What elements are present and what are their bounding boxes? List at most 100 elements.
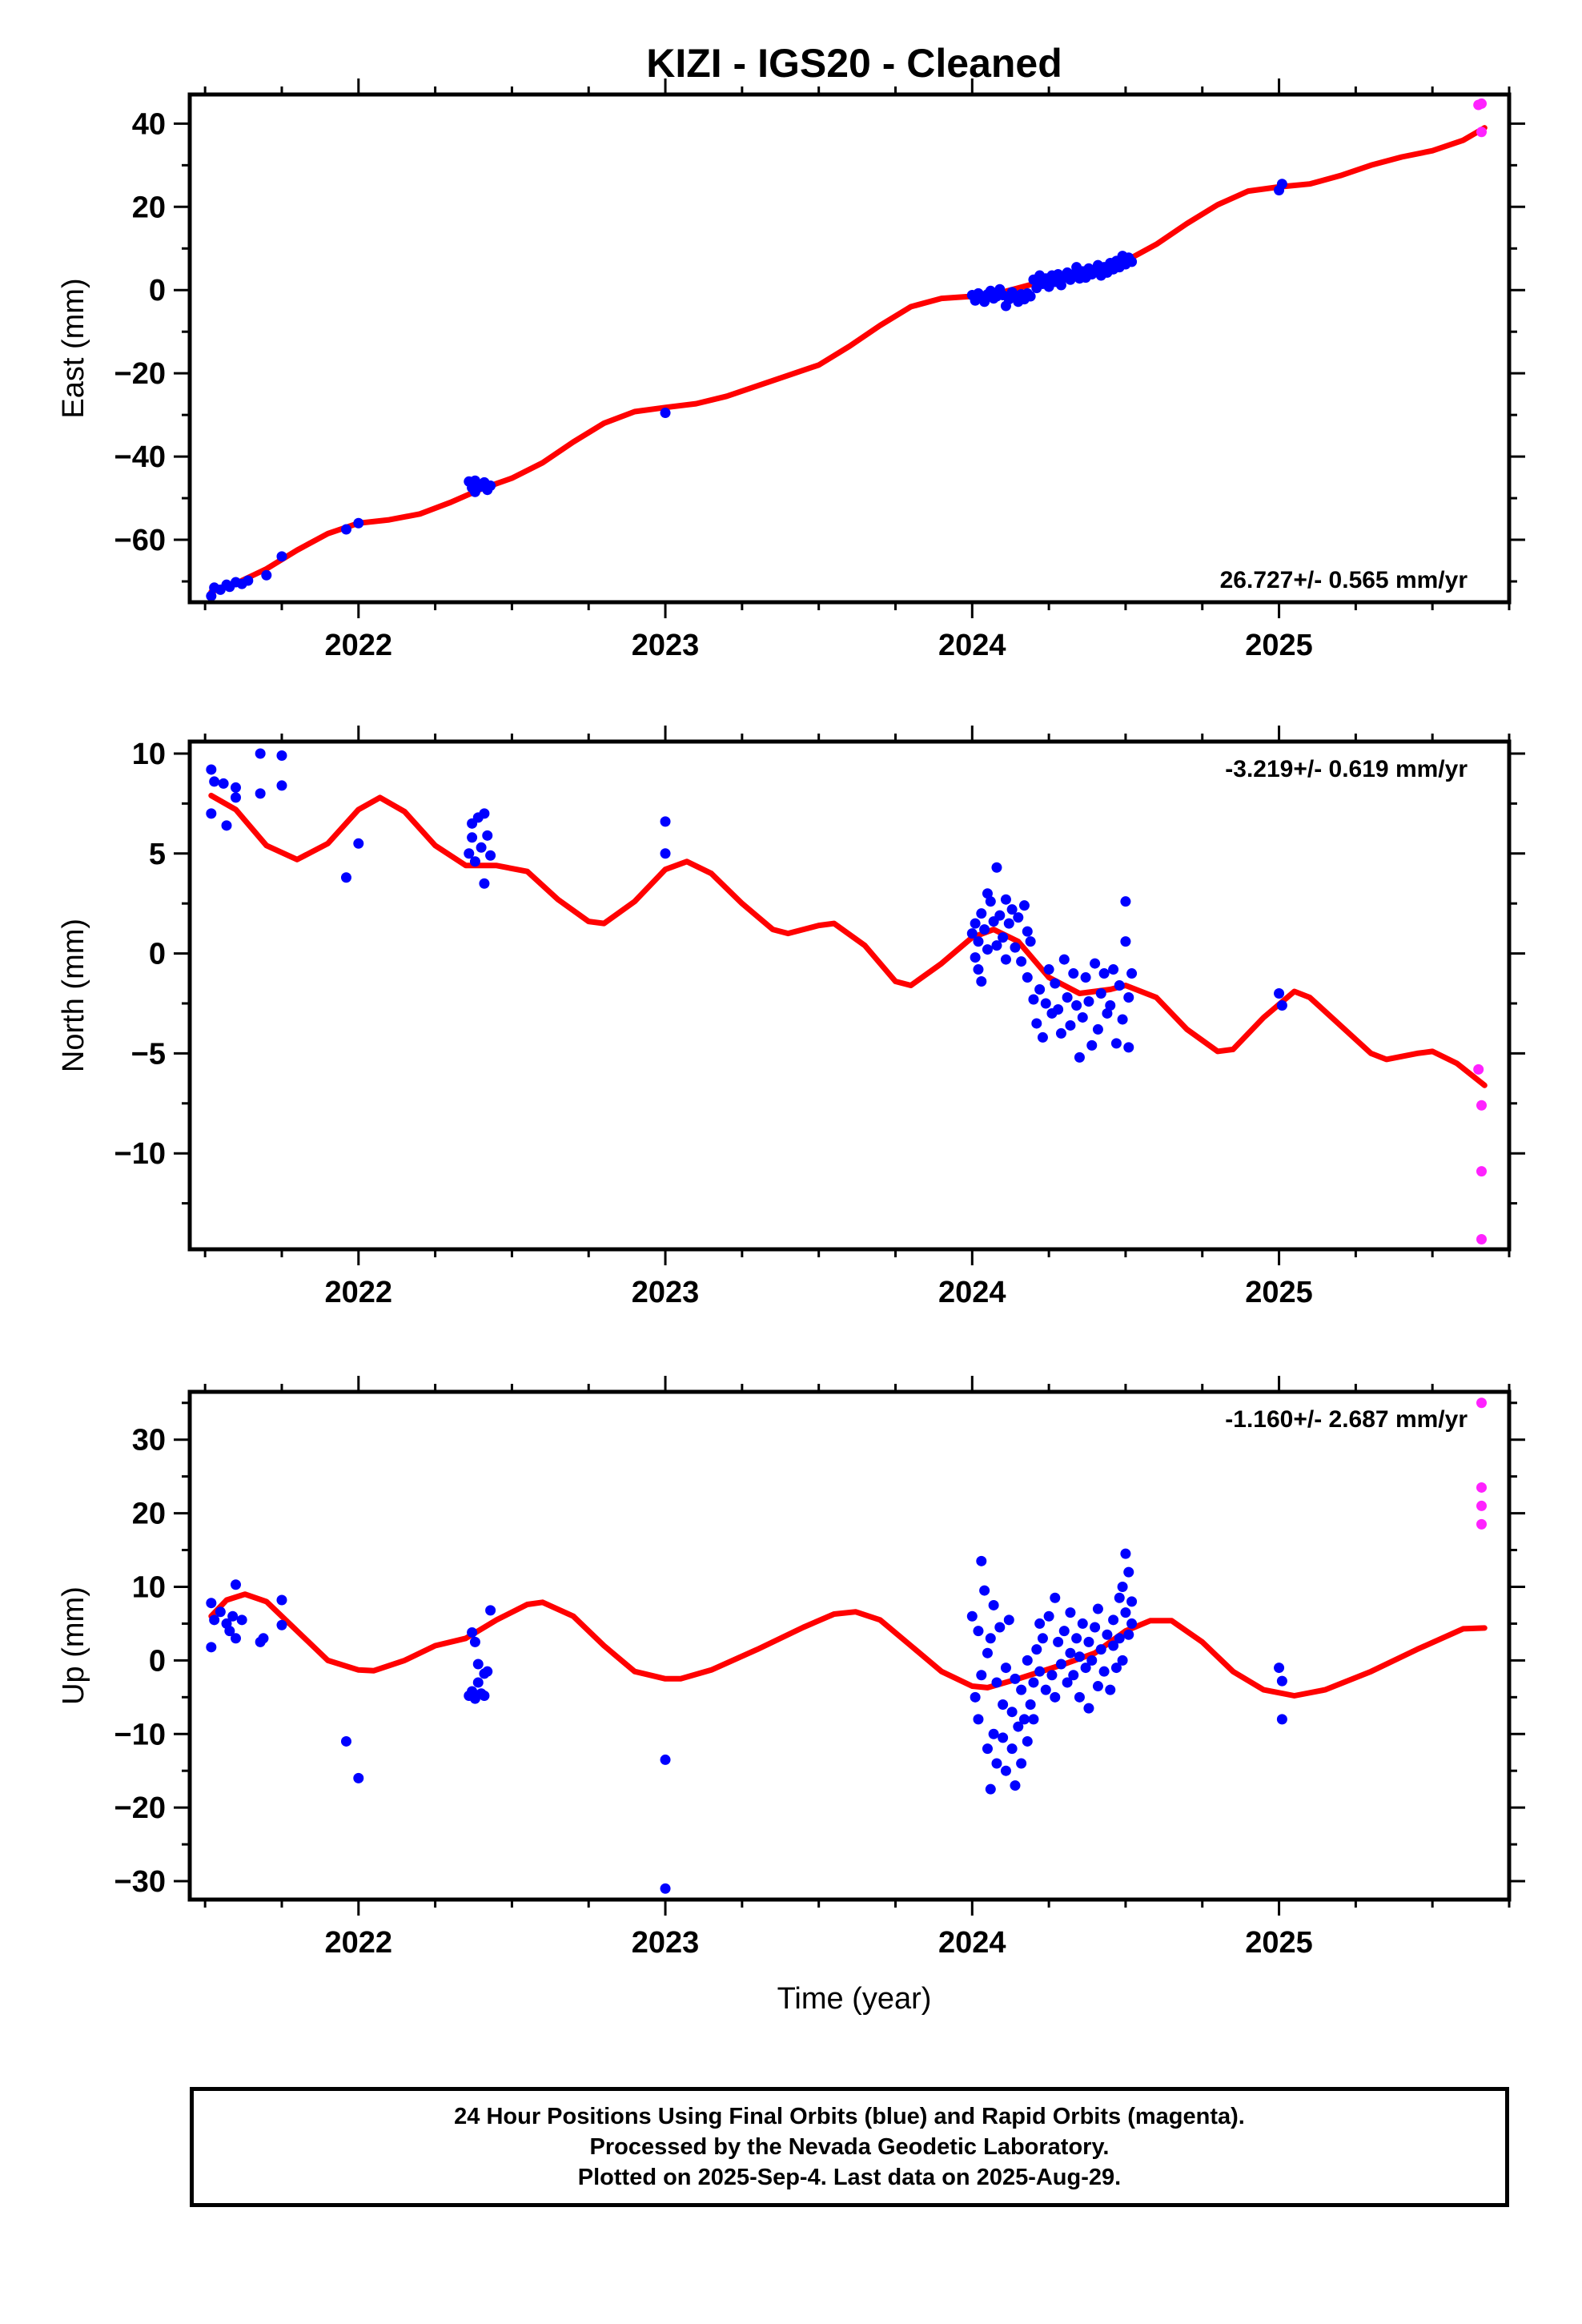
north-model-curve [208,792,1488,1088]
up-final-point [230,1579,241,1590]
east-final-point [1025,291,1036,302]
north-final-point [1000,894,1011,905]
north-final-point [482,830,493,841]
up-final-point [1022,1735,1033,1747]
east-axes: 2022 2023 2024 2025 −60 −40 −20 0 20 40 [114,78,1525,662]
up-final-point [1126,1618,1138,1629]
north-final-point [353,838,364,849]
up-final-point [660,1754,671,1765]
north-final-point [1123,991,1134,1003]
north-final-point [966,928,978,939]
north-final-point [1003,918,1014,929]
north-final-point [979,924,990,935]
north-final-point [985,896,996,907]
up-x-tick-label: 2022 [325,1926,393,1960]
north-final-point [998,932,1009,943]
up-y-tick-label: −30 [114,1865,166,1899]
north-final-point [221,820,232,831]
up-final-point [1065,1647,1076,1659]
north-final-point [1105,999,1116,1011]
up-final-point [1276,1714,1287,1725]
up-final-point [469,1636,480,1647]
up-final-point [1053,1636,1064,1647]
up-final-point [1010,1780,1021,1791]
up-y-tick-label: 20 [132,1498,166,1531]
north-final-point [1117,1014,1128,1025]
north-final-point [1276,999,1287,1011]
north-rapid-point [1473,1063,1484,1075]
north-y-tick-label: 5 [149,838,166,871]
up-final-point [1016,1758,1027,1769]
up-final-point [994,1622,1006,1633]
up-final-point [340,1735,351,1747]
up-final-point [467,1626,478,1638]
north-y-tick-label: −10 [114,1137,166,1171]
up-final-point [1062,1677,1073,1688]
north-final-point [660,816,671,827]
footer-line-1: 24 Hour Positions Using Final Orbits (bl… [454,2104,1245,2129]
east-rapid-point [1476,127,1488,138]
east-panel: 2022 2023 2024 2025 −60 −40 −20 0 20 40 East (mm)… [57,78,1525,662]
north-final-point [1053,1003,1064,1015]
up-final-point [976,1670,987,1681]
north-final-point [1120,936,1131,947]
north-final-point [1083,995,1094,1007]
up-final-point [991,1758,1002,1769]
up-final-point [206,1598,217,1609]
north-final-point [1068,968,1079,979]
up-final-point [973,1626,984,1637]
up-final-point [209,1614,220,1626]
figure-title: KIZI - IGS20 - Cleaned [646,41,1062,86]
up-final-point [1022,1655,1033,1666]
up-final-point [1086,1655,1098,1666]
north-final-point [1043,964,1054,975]
up-final-point [970,1691,981,1703]
north-final-point [1016,956,1027,967]
up-final-point [485,1605,496,1616]
up-x-tick-label: 2025 [1245,1926,1313,1960]
north-final-point [1274,988,1285,999]
up-final-point [1108,1640,1119,1651]
north-final-point [218,778,229,789]
up-final-point [1003,1614,1014,1626]
up-final-point [1120,1548,1131,1559]
up-final-point [1102,1629,1113,1640]
up-rapid-point [1476,1397,1488,1409]
up-rapid-point [1476,1482,1488,1493]
north-final-point [1062,991,1073,1003]
up-final-point [973,1714,984,1725]
north-final-point [1031,1018,1042,1029]
east-y-tick-label: −40 [114,440,166,474]
up-final-point [1274,1663,1285,1674]
east-final-point [243,575,254,586]
east-rapid-point [1476,98,1488,109]
north-final-point [469,856,480,867]
up-rate-label: -1.160+/- 2.687 mm/yr [1225,1406,1468,1433]
east-final-point [1126,256,1138,267]
footer-box: 24 Hour Positions Using Final Orbits (bl… [190,2087,1509,2207]
north-x-tick-label: 2023 [632,1276,700,1309]
up-rapid-point [1476,1518,1488,1530]
up-final-point [236,1614,247,1626]
east-final-point [660,408,671,419]
up-final-point [1006,1743,1018,1755]
up-final-point [1074,1691,1085,1703]
north-final-point [485,850,496,861]
north-x-tick-label: 2022 [325,1276,393,1309]
up-final-point [1040,1684,1051,1695]
north-final-point [1080,972,1091,983]
east-final-point [353,517,364,529]
up-final-point [1077,1618,1088,1629]
north-final-point [994,910,1006,921]
east-x-tick-label: 2022 [325,629,393,662]
north-final-point [1040,998,1051,1009]
north-final-point [1077,1011,1088,1023]
up-final-point [1000,1663,1011,1674]
footer-line-2: Processed by the Nevada Geodetic Laborat… [589,2134,1110,2160]
up-final-point [1034,1666,1046,1677]
east-rate-label: 26.727+/- 0.565 mm/yr [1220,567,1468,593]
north-final-point [1120,896,1131,907]
north-final-point [209,776,220,787]
up-final-point [1083,1636,1094,1647]
north-y-tick-label: 10 [132,738,166,771]
